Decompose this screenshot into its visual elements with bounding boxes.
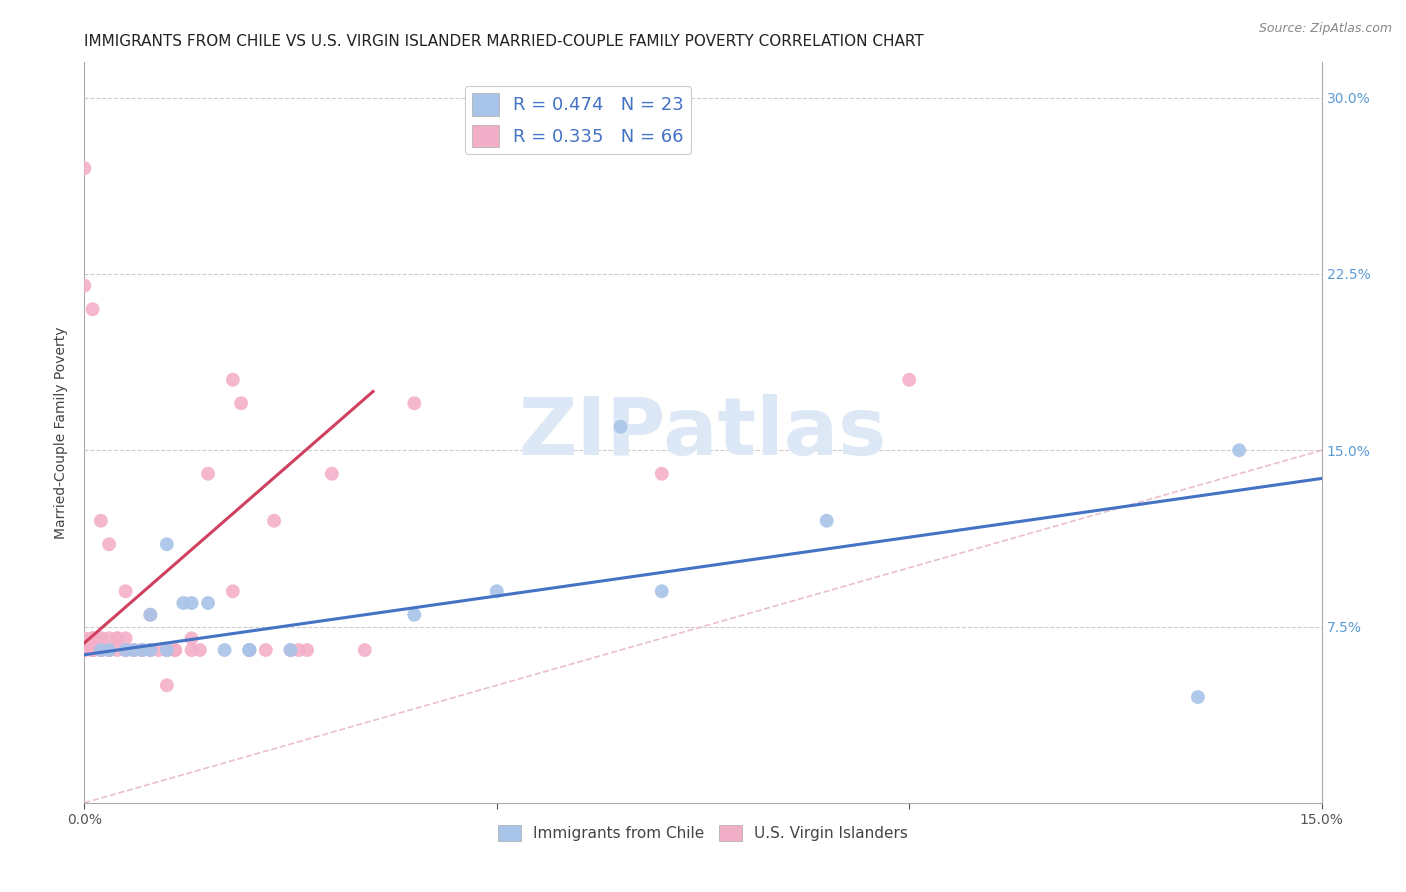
Point bbox=[82, 643, 104, 657]
Point bbox=[105, 632, 128, 646]
Point bbox=[404, 396, 426, 410]
Point bbox=[73, 632, 96, 646]
Point bbox=[90, 632, 112, 646]
Point bbox=[131, 643, 153, 657]
Point bbox=[82, 302, 104, 317]
Point bbox=[321, 467, 343, 481]
Point bbox=[165, 643, 187, 657]
Point bbox=[238, 643, 260, 657]
Point bbox=[156, 643, 179, 657]
Point bbox=[651, 467, 673, 481]
Point bbox=[197, 596, 219, 610]
Point bbox=[90, 643, 112, 657]
Point bbox=[197, 467, 219, 481]
Point bbox=[122, 643, 145, 657]
Point bbox=[180, 643, 202, 657]
Point bbox=[263, 514, 285, 528]
Point bbox=[90, 514, 112, 528]
Point bbox=[73, 643, 96, 657]
Text: ZIPatlas: ZIPatlas bbox=[519, 393, 887, 472]
Point bbox=[214, 643, 236, 657]
Point bbox=[114, 643, 136, 657]
Point bbox=[229, 396, 252, 410]
Point bbox=[82, 643, 104, 657]
Point bbox=[98, 537, 121, 551]
Point bbox=[114, 584, 136, 599]
Point bbox=[280, 643, 302, 657]
Point bbox=[90, 643, 112, 657]
Point bbox=[82, 643, 104, 657]
Point bbox=[122, 643, 145, 657]
Point bbox=[122, 643, 145, 657]
Point bbox=[485, 584, 508, 599]
Point bbox=[139, 607, 162, 622]
Point bbox=[404, 607, 426, 622]
Point bbox=[82, 632, 104, 646]
Point bbox=[288, 643, 311, 657]
Point bbox=[90, 643, 112, 657]
Point bbox=[98, 643, 121, 657]
Point bbox=[295, 643, 318, 657]
Point bbox=[1187, 690, 1209, 704]
Point bbox=[815, 514, 838, 528]
Point bbox=[156, 643, 179, 657]
Point bbox=[114, 643, 136, 657]
Point bbox=[148, 643, 170, 657]
Legend: Immigrants from Chile, U.S. Virgin Islanders: Immigrants from Chile, U.S. Virgin Islan… bbox=[492, 819, 914, 847]
Point bbox=[122, 643, 145, 657]
Point bbox=[180, 632, 202, 646]
Point bbox=[131, 643, 153, 657]
Point bbox=[98, 632, 121, 646]
Point bbox=[73, 161, 96, 176]
Y-axis label: Married-Couple Family Poverty: Married-Couple Family Poverty bbox=[55, 326, 69, 539]
Point bbox=[114, 643, 136, 657]
Point bbox=[651, 584, 673, 599]
Point bbox=[139, 643, 162, 657]
Point bbox=[1227, 443, 1250, 458]
Point bbox=[139, 607, 162, 622]
Text: IMMIGRANTS FROM CHILE VS U.S. VIRGIN ISLANDER MARRIED-COUPLE FAMILY POVERTY CORR: IMMIGRANTS FROM CHILE VS U.S. VIRGIN ISL… bbox=[84, 34, 924, 49]
Point bbox=[180, 596, 202, 610]
Point bbox=[156, 678, 179, 692]
Point bbox=[898, 373, 921, 387]
Point bbox=[156, 643, 179, 657]
Point bbox=[114, 632, 136, 646]
Point bbox=[82, 643, 104, 657]
Point bbox=[188, 643, 211, 657]
Point bbox=[105, 643, 128, 657]
Point bbox=[172, 596, 194, 610]
Point bbox=[156, 643, 179, 657]
Point bbox=[82, 643, 104, 657]
Point bbox=[73, 278, 96, 293]
Point bbox=[90, 632, 112, 646]
Point bbox=[238, 643, 260, 657]
Point bbox=[353, 643, 375, 657]
Point bbox=[90, 643, 112, 657]
Point bbox=[73, 643, 96, 657]
Point bbox=[238, 643, 260, 657]
Point bbox=[105, 632, 128, 646]
Point bbox=[139, 643, 162, 657]
Point bbox=[165, 643, 187, 657]
Point bbox=[73, 643, 96, 657]
Point bbox=[254, 643, 277, 657]
Point bbox=[156, 537, 179, 551]
Point bbox=[82, 632, 104, 646]
Point bbox=[98, 643, 121, 657]
Text: Source: ZipAtlas.com: Source: ZipAtlas.com bbox=[1258, 22, 1392, 36]
Point bbox=[131, 643, 153, 657]
Point bbox=[98, 643, 121, 657]
Point bbox=[90, 643, 112, 657]
Point bbox=[238, 643, 260, 657]
Point bbox=[222, 584, 245, 599]
Point bbox=[609, 419, 631, 434]
Point bbox=[98, 643, 121, 657]
Point bbox=[222, 373, 245, 387]
Point bbox=[280, 643, 302, 657]
